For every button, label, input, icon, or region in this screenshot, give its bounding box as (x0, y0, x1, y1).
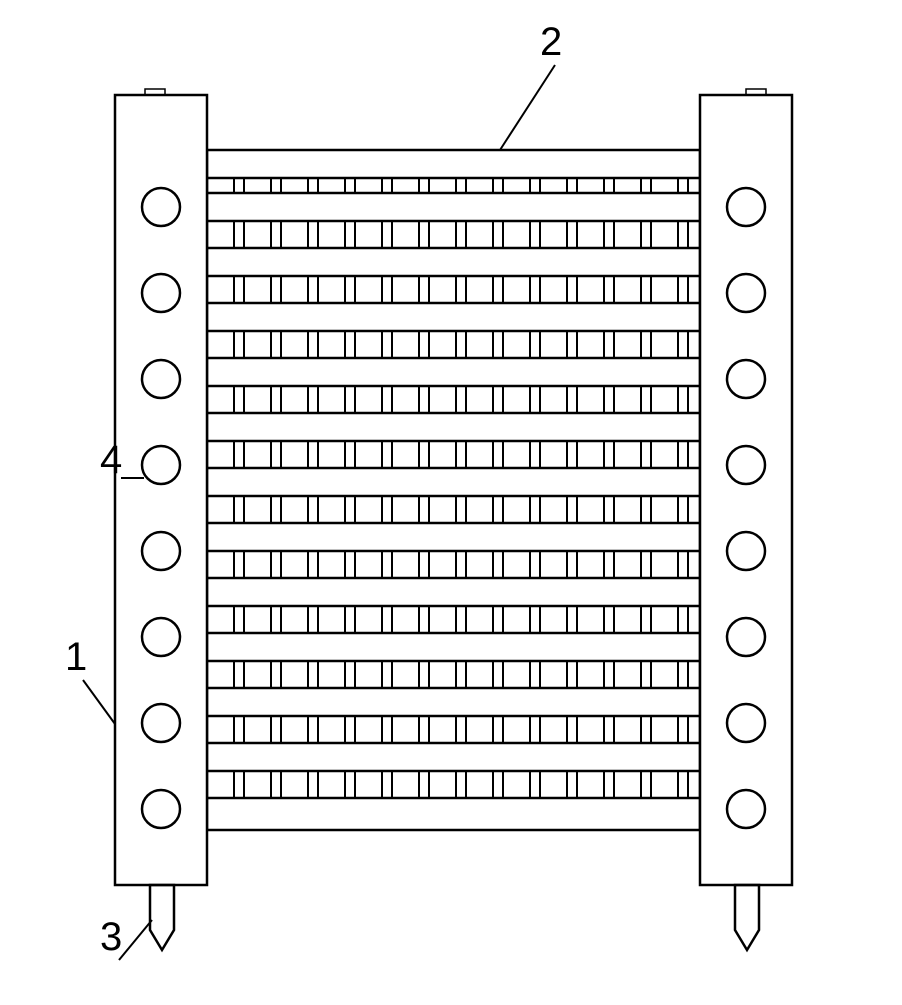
callout-label-4: 4 (100, 438, 122, 483)
technical-diagram (0, 0, 902, 1000)
callout-label-3: 3 (100, 915, 122, 960)
callout-label-1: 1 (65, 635, 87, 680)
callout-label-2: 2 (540, 20, 562, 65)
diagram-svg (0, 0, 902, 1000)
